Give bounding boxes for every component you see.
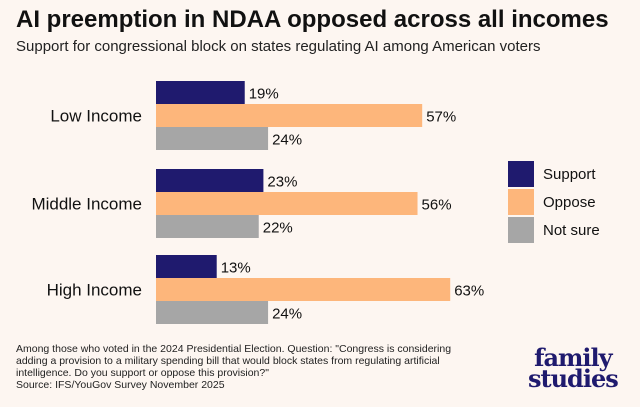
logo-line-1: family <box>534 343 612 372</box>
source-note: Source: IFS/YouGov Survey November 2025 <box>16 379 225 391</box>
logo-line-2: studies <box>528 364 619 393</box>
chart-title: AI preemption in NDAA opposed across all… <box>16 6 609 33</box>
bar-not-sure <box>156 301 269 324</box>
bar-support <box>156 255 217 278</box>
legend-label: Oppose <box>543 194 596 211</box>
bar-support <box>156 81 245 104</box>
bar-oppose <box>156 192 418 215</box>
chart-subtitle: Support for congressional block on state… <box>16 38 541 55</box>
legend-swatch <box>508 161 534 187</box>
data-label: 57% <box>426 109 456 126</box>
family-studies-logo: family studies <box>528 343 619 393</box>
data-label: 22% <box>263 220 293 237</box>
legend-label: Support <box>543 166 596 183</box>
legend-swatch <box>508 189 534 215</box>
data-label: 19% <box>249 86 279 103</box>
bar-not-sure <box>156 127 269 150</box>
legend-label: Not sure <box>543 222 600 239</box>
category-label: High Income <box>47 281 142 300</box>
data-label: 13% <box>221 260 251 277</box>
data-label: 24% <box>272 306 302 323</box>
data-label: 24% <box>272 132 302 149</box>
chart-note: Among those who voted in the 2024 Presid… <box>16 343 456 391</box>
data-label: 56% <box>422 197 452 214</box>
bar-oppose <box>156 278 451 301</box>
question-note: Among those who voted in the 2024 Presid… <box>16 343 452 379</box>
bar-support <box>156 169 264 192</box>
data-label: 23% <box>267 174 297 191</box>
category-label: Low Income <box>50 107 142 126</box>
category-label: Middle Income <box>31 195 142 214</box>
legend-swatch <box>508 217 534 243</box>
data-label: 63% <box>454 283 484 300</box>
bar-oppose <box>156 104 423 127</box>
bar-not-sure <box>156 215 259 238</box>
